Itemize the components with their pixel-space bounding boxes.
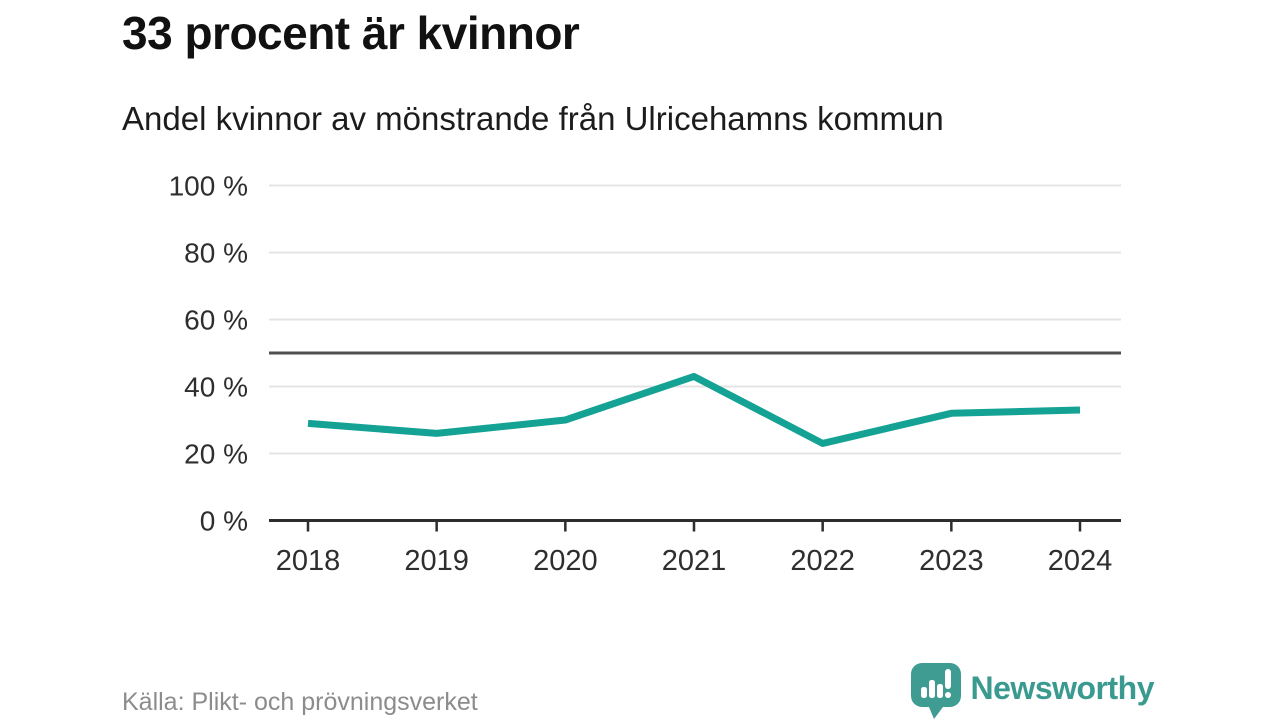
y-axis-label-0: 0 % <box>200 506 248 537</box>
data-line-andel-kvinnor <box>307 372 1081 447</box>
newsworthy-logo-icon <box>910 663 961 719</box>
x-axis-label-2022: 2022 <box>790 545 855 577</box>
y-axis-label-20: 20 % <box>184 439 248 470</box>
x-axis-label-2020: 2020 <box>533 545 598 577</box>
newsworthy-logo-text: Newsworthy <box>970 669 1155 706</box>
y-axis-label-40: 40 % <box>184 372 248 403</box>
bar-chart-bar-3 <box>936 684 943 698</box>
newsworthy-logo: Newsworthy <box>910 663 1155 719</box>
bar-chart-bar-2 <box>928 680 935 698</box>
chart-subtitle: Andel kvinnor av mönstrande från Ulriceh… <box>122 100 944 137</box>
source-label: Källa: Plikt- och prövningsverket <box>122 688 478 716</box>
bar-chart-bar-1 <box>920 687 927 698</box>
exclamation-dot <box>944 692 951 698</box>
x-axis-label-2018: 2018 <box>276 545 341 577</box>
x-axis-label-2023: 2023 <box>919 545 984 577</box>
x-axis-label-2024: 2024 <box>1048 545 1113 577</box>
y-axis-label-80: 80 % <box>184 238 248 269</box>
y-axis-label-60: 60 % <box>184 305 248 336</box>
x-axis-label-2019: 2019 <box>404 545 469 577</box>
line-chart: 0 % 20 % 40 % 60 % 80 % 100 % 2018 2019 2020 2021… <box>169 171 1121 577</box>
y-axis-label-100: 100 % <box>169 171 248 202</box>
chart-title: 33 procent är kvinnor <box>122 7 580 59</box>
speech-bubble-shape <box>910 663 961 719</box>
x-axis-label-2021: 2021 <box>662 545 727 577</box>
exclamation-stroke <box>944 669 951 689</box>
